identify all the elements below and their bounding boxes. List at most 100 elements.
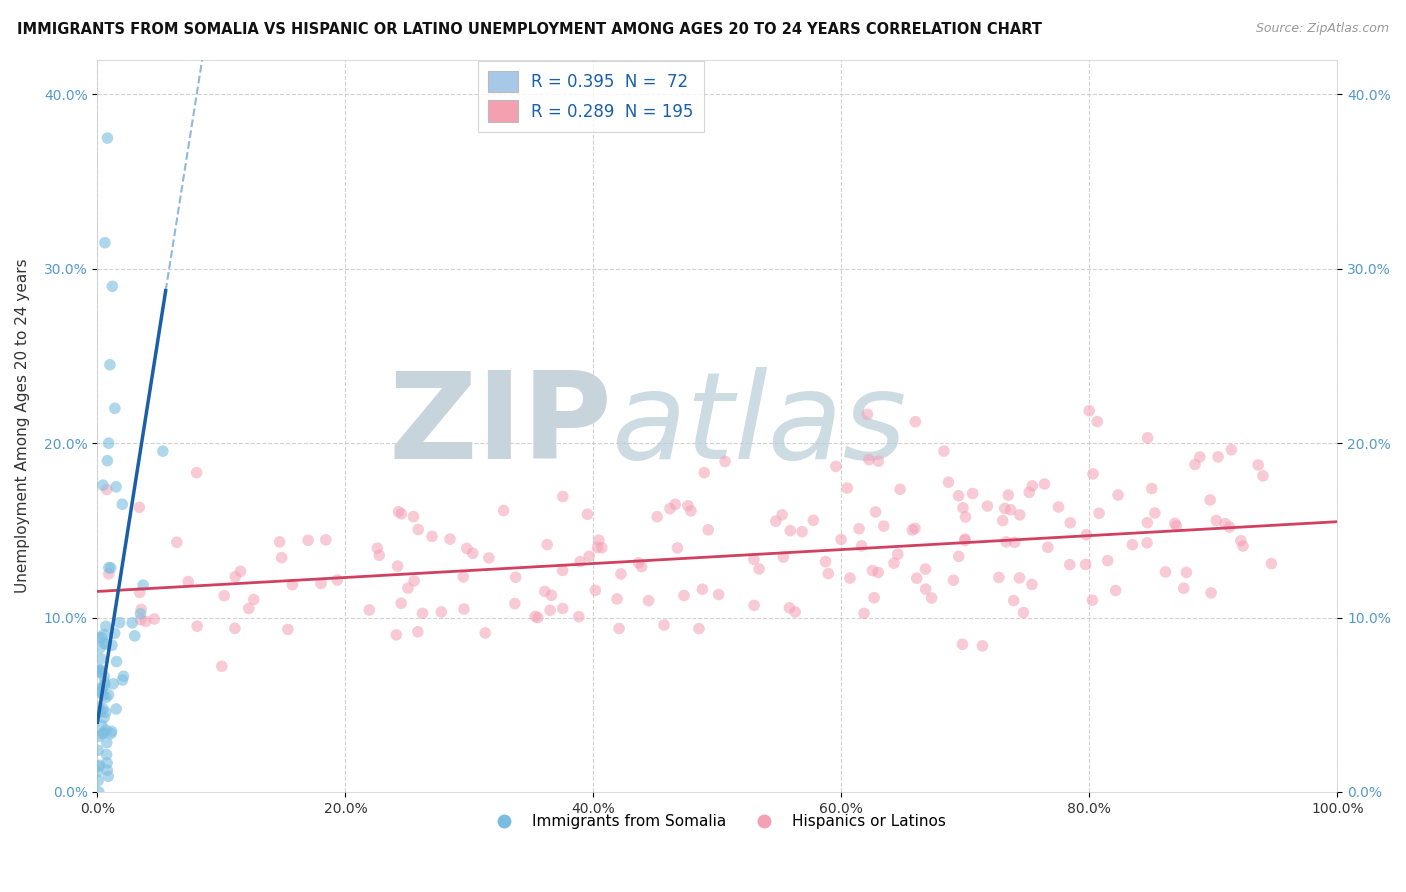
Point: [135, 615, 157, 629]
Point: [90, 705, 112, 719]
Point: [1213, 516, 1236, 531]
Point: [742, 599, 765, 613]
Point: [679, 504, 702, 518]
Point: [87, 631, 110, 645]
Point: [94, 235, 117, 250]
Point: [93, 637, 115, 651]
Point: [87, 743, 110, 757]
Point: [297, 533, 319, 548]
Point: [524, 609, 547, 624]
Point: [94, 619, 117, 633]
Point: [387, 559, 409, 574]
Point: [93, 711, 115, 725]
Point: [666, 541, 689, 555]
Point: [94, 678, 117, 692]
Point: [1059, 516, 1081, 530]
Point: [976, 499, 998, 513]
Point: [889, 483, 911, 497]
Text: IMMIGRANTS FROM SOMALIA VS HISPANIC OR LATINO UNEMPLOYMENT AMONG AGES 20 TO 24 Y: IMMIGRANTS FROM SOMALIA VS HISPANIC OR L…: [17, 22, 1042, 37]
Point: [451, 570, 474, 584]
Point: [1085, 415, 1108, 429]
Point: [921, 591, 943, 605]
Point: [97, 566, 120, 581]
Point: [404, 574, 426, 588]
Point: [430, 605, 453, 619]
Point: [534, 584, 557, 599]
Point: [89, 684, 111, 698]
Point: [551, 564, 574, 578]
Point: [697, 523, 720, 537]
Point: [839, 571, 862, 585]
Point: [87, 705, 110, 719]
Point: [664, 497, 686, 511]
Point: [814, 555, 837, 569]
Point: [315, 533, 337, 547]
Point: [658, 501, 681, 516]
Point: [1154, 565, 1177, 579]
Point: [96, 736, 118, 750]
Point: [87, 681, 110, 696]
Point: [1232, 539, 1254, 553]
Point: [94, 723, 117, 738]
Point: [1004, 535, 1026, 549]
Point: [1088, 506, 1111, 520]
Point: [527, 610, 550, 624]
Point: [868, 454, 890, 468]
Point: [412, 607, 434, 621]
Point: [901, 523, 924, 537]
Point: [453, 602, 475, 616]
Point: [962, 486, 984, 500]
Point: [953, 533, 976, 548]
Point: [111, 497, 134, 511]
Point: [955, 510, 977, 524]
Point: [211, 659, 233, 673]
Point: [277, 623, 299, 637]
Point: [1097, 554, 1119, 568]
Point: [97, 769, 120, 783]
Point: [772, 550, 794, 565]
Point: [1018, 485, 1040, 500]
Point: [128, 585, 150, 599]
Point: [1012, 606, 1035, 620]
Point: [93, 669, 115, 683]
Point: [1033, 477, 1056, 491]
Point: [269, 535, 291, 549]
Point: [742, 552, 765, 566]
Point: [396, 581, 419, 595]
Point: [914, 562, 936, 576]
Point: [1206, 450, 1229, 464]
Point: [186, 466, 208, 480]
Point: [94, 706, 117, 720]
Point: [868, 566, 890, 580]
Point: [97, 688, 120, 702]
Point: [101, 677, 124, 691]
Point: [90, 631, 112, 645]
Point: [474, 626, 496, 640]
Point: [402, 509, 425, 524]
Point: [748, 562, 770, 576]
Point: [536, 538, 558, 552]
Point: [132, 578, 155, 592]
Point: [96, 637, 118, 651]
Point: [124, 629, 146, 643]
Point: [96, 131, 118, 145]
Point: [692, 582, 714, 597]
Point: [359, 603, 381, 617]
Point: [887, 547, 910, 561]
Point: [856, 407, 879, 421]
Point: [368, 549, 391, 563]
Point: [186, 619, 208, 633]
Point: [1059, 558, 1081, 572]
Point: [540, 588, 562, 602]
Point: [100, 726, 122, 740]
Point: [610, 566, 633, 581]
Point: [904, 415, 927, 429]
Point: [790, 524, 813, 539]
Point: [630, 559, 652, 574]
Point: [803, 513, 825, 527]
Point: [86, 764, 108, 779]
Point: [461, 546, 484, 560]
Point: [229, 565, 252, 579]
Point: [105, 480, 128, 494]
Point: [212, 589, 235, 603]
